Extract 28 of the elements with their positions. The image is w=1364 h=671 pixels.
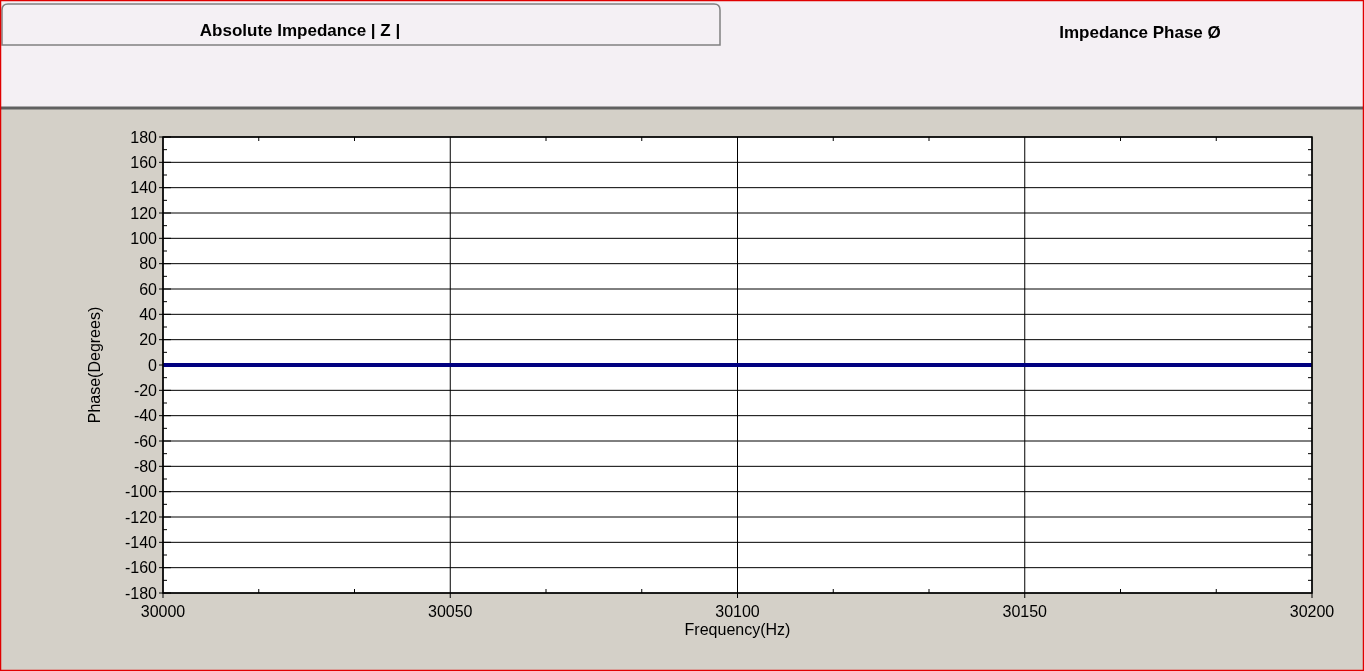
y-tick-label: -40 <box>133 407 158 425</box>
y-axis-title: Phase(Degrees) <box>86 306 103 424</box>
y-tick-label: 180 <box>130 128 158 146</box>
y-tick-label: -60 <box>133 432 158 450</box>
y-tick-label: -100 <box>124 483 158 501</box>
y-tick-label: 0 <box>148 356 158 374</box>
y-tick-label: -120 <box>124 508 158 526</box>
x-axis-title: Frequency(Hz) <box>684 621 791 638</box>
x-tick-label: 30050 <box>428 603 473 620</box>
y-tick-label: -160 <box>124 559 158 577</box>
y-tick-label: 60 <box>139 280 158 298</box>
y-tick-label: -20 <box>133 381 158 399</box>
y-tick-label: 40 <box>139 305 158 323</box>
x-tick-label: 30100 <box>715 603 760 620</box>
y-tick-label: 100 <box>130 229 158 247</box>
x-tick-label: 30200 <box>1289 603 1335 620</box>
y-tick-label: -140 <box>124 533 158 551</box>
x-tick-label: 30000 <box>140 603 186 620</box>
chart-title: Impedance Phase Ø <box>1059 23 1221 42</box>
y-tick-label: 160 <box>130 153 158 171</box>
y-tick-label: 140 <box>130 179 158 197</box>
y-tick-label: -80 <box>133 457 158 475</box>
y-tick-label: 120 <box>130 204 158 222</box>
text: Absolute Impedance | Z | <box>199 21 401 40</box>
y-tick-label: 80 <box>139 255 158 273</box>
x-tick-label: 30150 <box>1002 603 1048 620</box>
y-tick-label: 20 <box>139 331 158 349</box>
y-tick-label: -180 <box>124 584 158 602</box>
